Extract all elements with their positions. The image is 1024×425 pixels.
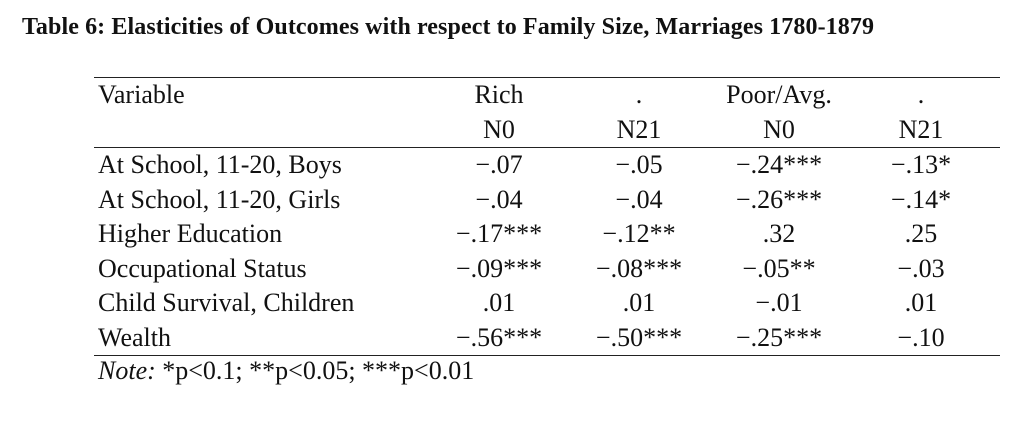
header-sub-rich-n0: N0 bbox=[436, 112, 562, 148]
header-group-rich-dot: . bbox=[562, 77, 716, 113]
cell-value: −.24*** bbox=[735, 150, 823, 179]
cell-value: −.17*** bbox=[455, 219, 543, 248]
header-variable: Variable bbox=[94, 77, 436, 113]
header-group-poor-dot: . bbox=[842, 77, 1000, 113]
cell-value: .01 bbox=[482, 288, 516, 317]
header-sub-poor-n0: N0 bbox=[716, 112, 842, 148]
cell-value: −.10 bbox=[842, 320, 1000, 356]
header-sub-rich-n21: N21 bbox=[562, 112, 716, 148]
table-row: Higher Education −.17*** −.12** .32 .25 bbox=[94, 217, 1000, 252]
table-caption: Table 6: Elasticities of Outcomes with r… bbox=[22, 14, 875, 40]
row-label: Occupational Status bbox=[98, 253, 307, 283]
table-row: Wealth −.56*** −.50*** −.25*** −.10 bbox=[94, 320, 1000, 356]
cell-value: −.56*** bbox=[436, 320, 562, 356]
header-row-groups: Variable Rich . Poor/Avg. . bbox=[94, 77, 1000, 113]
table-row: At School, 11-20, Girls −.04 −.04 −.26**… bbox=[94, 183, 1000, 218]
cell-value: .01 bbox=[904, 288, 938, 317]
cell-value: −.01 bbox=[755, 288, 803, 317]
header-sub-poor-n21: N21 bbox=[842, 112, 1000, 148]
elasticities-table-container: Variable Rich . Poor/Avg. . N0 N21 N0 N2… bbox=[94, 77, 1000, 389]
table-row: At School, 11-20, Boys −.07 −.05 −.24***… bbox=[94, 148, 1000, 183]
cell-value: −.05 bbox=[615, 150, 663, 179]
cell-value: −.04 bbox=[615, 184, 663, 214]
header-blank bbox=[94, 112, 436, 148]
cell-value: −.08*** bbox=[595, 253, 683, 283]
cell-value: −.25*** bbox=[716, 320, 842, 356]
cell-value: −.26*** bbox=[735, 184, 823, 214]
table-row: Child Survival, Children .01 .01 −.01 .0… bbox=[94, 286, 1000, 321]
note-text: *p<0.1; **p<0.05; ***p<0.01 bbox=[155, 356, 475, 385]
header-group-poor: Poor/Avg. bbox=[716, 77, 842, 113]
note-label: Note: bbox=[98, 356, 156, 385]
row-label: Wealth bbox=[94, 320, 436, 356]
table-note: Note: *p<0.1; **p<0.05; ***p<0.01 bbox=[94, 353, 1000, 389]
cell-value: −.04 bbox=[475, 184, 523, 214]
row-label: At School, 11-20, Boys bbox=[98, 150, 342, 179]
row-label: Higher Education bbox=[98, 219, 283, 248]
header-row-subcolumns: N0 N21 N0 N21 bbox=[94, 112, 1000, 148]
elasticities-table: Variable Rich . Poor/Avg. . N0 N21 N0 N2… bbox=[94, 77, 1000, 356]
cell-value: −.14* bbox=[890, 184, 952, 214]
cell-value: −.50*** bbox=[562, 320, 716, 356]
table-row: Occupational Status −.09*** −.08*** −.05… bbox=[94, 252, 1000, 287]
row-label: Child Survival, Children bbox=[98, 288, 355, 317]
cell-value: −.09*** bbox=[455, 253, 543, 283]
cell-value: .01 bbox=[622, 288, 656, 317]
cell-value: .32 bbox=[762, 219, 796, 248]
cell-value: −.03 bbox=[897, 253, 945, 283]
cell-value: −.05** bbox=[742, 253, 816, 283]
cell-value: −.13* bbox=[890, 150, 952, 179]
row-label: At School, 11-20, Girls bbox=[98, 184, 341, 214]
cell-value: −.07 bbox=[475, 150, 523, 179]
header-group-rich: Rich bbox=[436, 77, 562, 113]
cell-value: .25 bbox=[904, 219, 938, 248]
cell-value: −.12** bbox=[602, 219, 676, 248]
